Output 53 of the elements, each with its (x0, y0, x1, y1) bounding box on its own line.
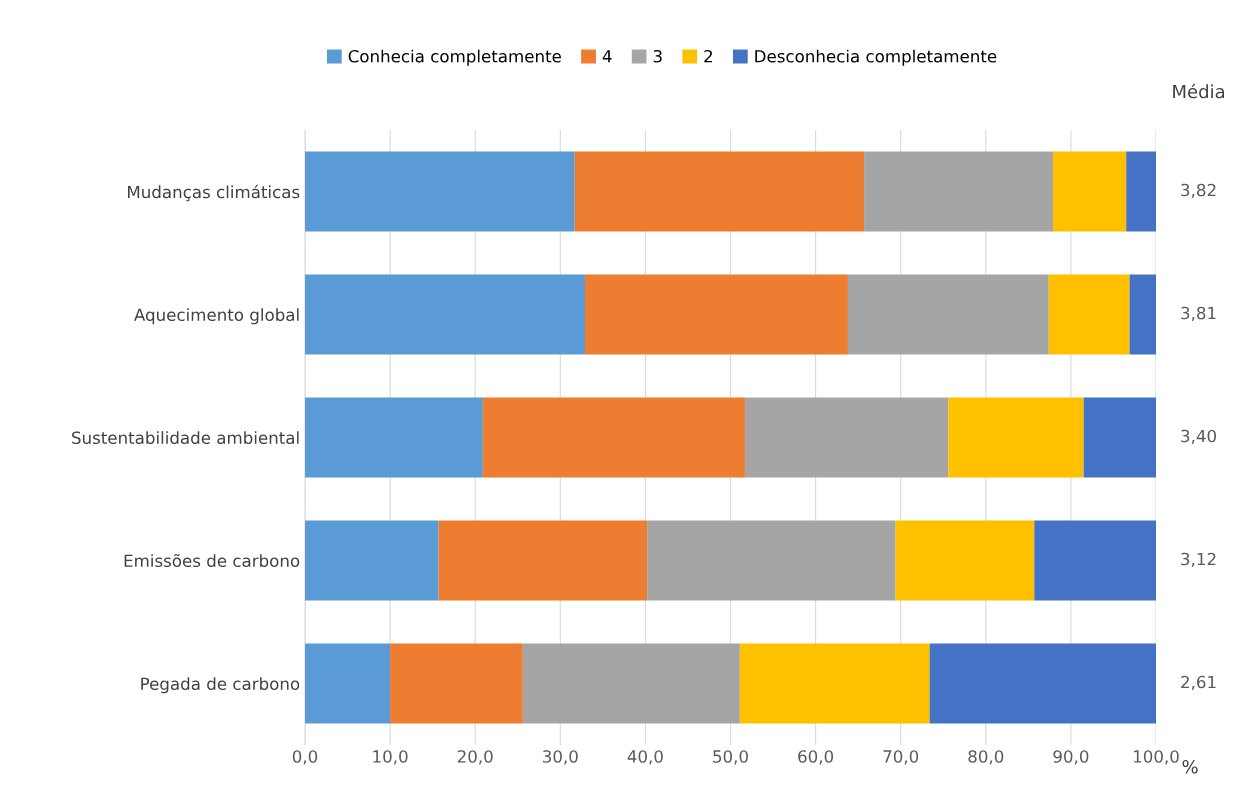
x-tick-label: 50,0 (713, 750, 748, 765)
y-tick-label: Sustentabilidade ambiental (72, 431, 299, 445)
x-tick-label: 90,0 (1053, 750, 1089, 765)
text: 3,81 (1181, 306, 1216, 322)
x-tick-label: 80,0 (968, 750, 1004, 765)
bar (305, 397, 483, 478)
bar (1053, 151, 1127, 232)
y-tick-label: Aquecimento global (134, 308, 299, 325)
text: 3,12 (1181, 552, 1216, 568)
x-axis-title: % (1182, 759, 1198, 774)
bar (574, 151, 865, 232)
bar (647, 520, 896, 601)
bar (1048, 274, 1130, 355)
legend-label: Conhecia completamente (348, 49, 561, 66)
x-tick-label: 40,0 (627, 750, 663, 765)
y-tick-label: Emissões de carbono (124, 553, 300, 568)
x-tick-label: 60,0 (798, 750, 834, 765)
legend-label: Desconhecia completamente (755, 49, 997, 66)
bar (1034, 520, 1156, 601)
bar (948, 397, 1084, 478)
bar (390, 643, 523, 724)
bar (1083, 397, 1156, 478)
text: 3,40 (1181, 429, 1216, 445)
x-tick-label: 20,0 (457, 750, 493, 765)
bar (864, 151, 1054, 232)
bar (895, 520, 1035, 601)
bar (744, 397, 949, 478)
x-tick-label: 100,0 (1133, 750, 1179, 765)
y-tick-label: Mudanças climáticas (128, 184, 300, 202)
x-tick-label: 10,0 (373, 750, 408, 765)
legend-label: 3 (653, 49, 662, 63)
bar (739, 643, 930, 724)
legend-label: 4 (602, 50, 612, 63)
y2-axis-title: Média (1173, 83, 1225, 99)
x-tick-label: 0,0 (292, 750, 318, 765)
text: 2,61 (1181, 675, 1216, 691)
bar (305, 520, 439, 601)
bar (305, 151, 575, 232)
bar (482, 397, 745, 478)
bar (929, 643, 1156, 724)
bar (305, 274, 585, 355)
text: 3,82 (1181, 183, 1216, 199)
bar (584, 274, 848, 355)
bar (305, 643, 391, 724)
x-tick-label: 30,0 (543, 750, 578, 765)
x-tick-label: 70,0 (883, 750, 919, 765)
legend-label: 2 (704, 49, 713, 63)
bar (847, 274, 1049, 355)
y-tick-label: Pegada de carbono (141, 677, 300, 694)
bar (522, 643, 740, 724)
bar (1129, 274, 1156, 355)
bar (438, 520, 648, 601)
bar (1126, 151, 1156, 232)
